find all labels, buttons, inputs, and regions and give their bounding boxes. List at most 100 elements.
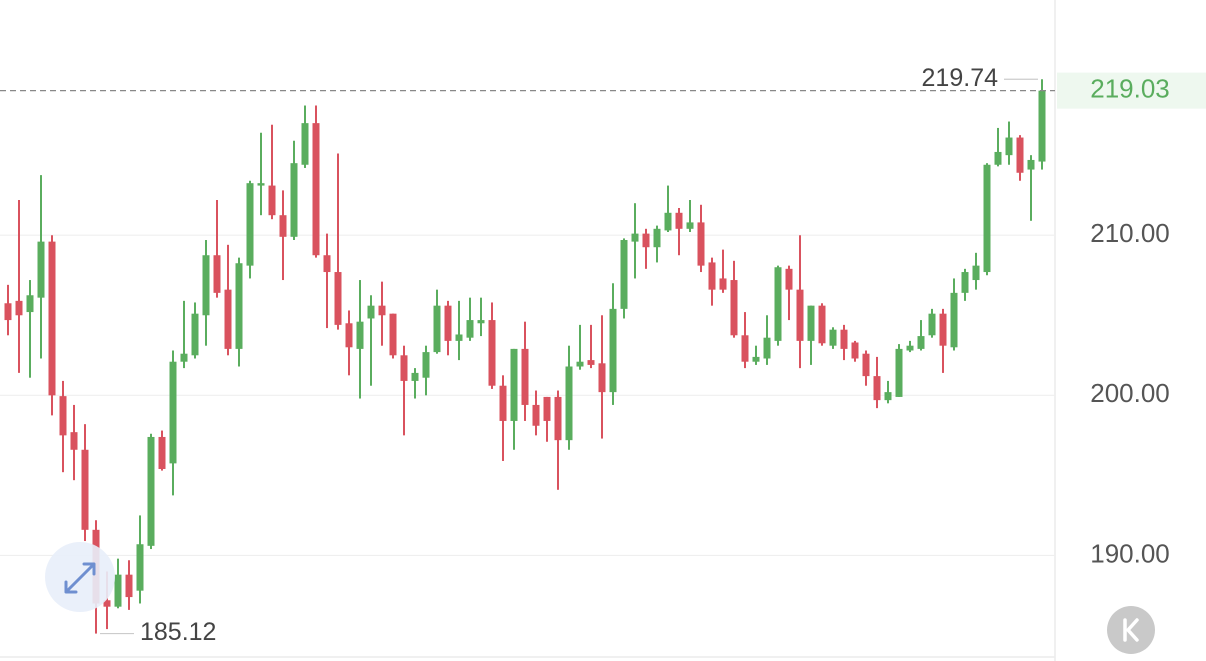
candle-body — [466, 320, 474, 338]
candle-body — [224, 289, 232, 349]
candle-body — [367, 305, 375, 319]
candle-body — [169, 361, 177, 464]
last-price-bg — [1057, 72, 1206, 109]
candle-body — [136, 544, 144, 591]
candle-body — [213, 255, 221, 293]
candle-body — [147, 436, 155, 546]
candle-body — [246, 183, 254, 266]
candle-body — [928, 313, 936, 336]
y-tick-label: 190.00 — [1090, 538, 1170, 568]
candle-body — [499, 385, 507, 421]
candle-body — [851, 342, 859, 359]
candle-body — [994, 151, 1002, 165]
candle-body — [444, 305, 452, 341]
candle-body — [576, 361, 584, 367]
candle-body — [4, 303, 12, 321]
candle-body — [48, 241, 56, 396]
candle-body — [917, 336, 925, 349]
candle-body — [939, 313, 947, 346]
candle-body — [543, 396, 551, 421]
candle-body — [312, 123, 320, 256]
candle-body — [378, 305, 386, 316]
candle-body — [1005, 137, 1013, 156]
candle-body — [433, 305, 441, 353]
candle-body — [554, 396, 562, 441]
candle-body — [752, 356, 760, 362]
candle-body — [59, 396, 67, 436]
candle-body — [708, 262, 716, 290]
low-label: 185.12 — [140, 618, 216, 646]
grid: 190.00 200.00 210.00 — [0, 218, 1170, 568]
candle-body — [334, 272, 342, 325]
zoom-button[interactable] — [45, 542, 115, 612]
candle-body — [257, 183, 265, 186]
candle-body — [158, 436, 166, 469]
candle-body — [730, 280, 738, 336]
candle-body — [1016, 137, 1024, 173]
zoom-icon[interactable] — [64, 562, 96, 594]
candle-body — [422, 352, 430, 378]
candle-body — [356, 321, 364, 349]
candle-body — [323, 255, 331, 273]
candle-body — [290, 163, 298, 237]
candle-body — [1038, 90, 1046, 162]
candle-body — [719, 278, 727, 290]
k-circle[interactable] — [1107, 606, 1155, 654]
candle-body — [279, 215, 287, 237]
annotations: 219.03 219.74 185.12 — [0, 64, 1206, 646]
candle-body — [840, 329, 848, 349]
candle-body — [675, 212, 683, 229]
candle-body — [961, 272, 969, 293]
candle-body — [565, 366, 573, 441]
last-price-label: 219.03 — [1090, 74, 1170, 104]
y-tick-label: 210.00 — [1090, 218, 1170, 248]
candle-body — [411, 372, 419, 381]
candle-body — [70, 432, 78, 450]
high-label: 219.74 — [922, 64, 999, 92]
candle-body — [983, 164, 991, 273]
candle-body — [950, 292, 958, 348]
candle-body — [532, 404, 540, 426]
candle-body — [895, 348, 903, 397]
candle-body — [180, 353, 188, 362]
k-button[interactable] — [1107, 606, 1155, 654]
candle-body — [972, 265, 980, 281]
candle-body — [510, 348, 518, 421]
candle-body — [818, 305, 826, 344]
candle-body — [796, 289, 804, 341]
candle-body — [653, 228, 661, 248]
candle-body — [114, 574, 122, 607]
candle-body — [785, 268, 793, 290]
candle-body — [488, 320, 496, 386]
candle-body — [829, 329, 837, 346]
candle-body — [906, 345, 914, 351]
k-icon[interactable] — [1123, 618, 1139, 642]
candle-body — [235, 263, 243, 349]
candle-body — [774, 267, 782, 341]
candle-body — [587, 360, 595, 365]
candle-body — [521, 348, 529, 405]
candle-body — [191, 313, 199, 356]
candle-body — [884, 392, 892, 401]
candle-body — [642, 233, 650, 248]
candle-body — [620, 240, 628, 309]
candle-body — [741, 335, 749, 362]
candle-body — [598, 363, 606, 393]
candle-body — [125, 574, 133, 598]
candle-body — [609, 308, 617, 393]
candle-body — [455, 334, 463, 341]
candle-body — [202, 255, 210, 316]
candle-body — [631, 233, 639, 242]
candle-body — [345, 323, 353, 348]
candle-body — [389, 313, 397, 356]
candle-body — [81, 449, 89, 530]
candle-body — [37, 241, 45, 298]
candle-body — [807, 305, 815, 341]
candle-body — [873, 376, 881, 401]
candle-body — [15, 300, 23, 316]
candle-body — [697, 222, 705, 266]
candle-body — [763, 337, 771, 359]
candle-body — [664, 212, 672, 231]
candle-body — [301, 123, 309, 165]
